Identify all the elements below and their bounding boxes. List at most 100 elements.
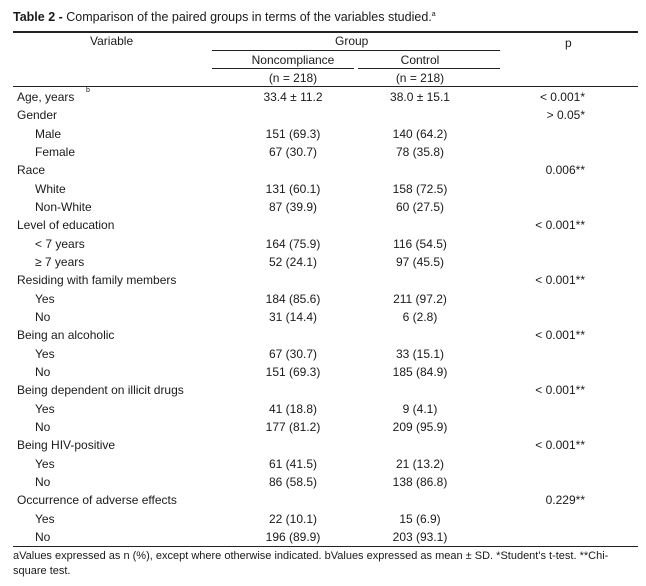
header-n-control: (n = 218) [395, 71, 445, 85]
row-label: Female [35, 144, 76, 159]
noncompliance-value: 22 (10.1) [268, 511, 318, 526]
bottom-rule [13, 546, 638, 547]
noncompliance-value: 67 (30.7) [268, 346, 318, 361]
control-value: 60 (27.5) [395, 199, 445, 214]
row-label: No [35, 474, 51, 489]
header-group: Group [335, 34, 369, 48]
p-value: < 0.001** [535, 328, 585, 343]
row-label: Being HIV-positive [17, 438, 116, 453]
table-row: Female 67 (30.7) 78 (35.8) [0, 145, 646, 163]
top-rule [13, 31, 638, 33]
p-value: 0.006** [545, 163, 585, 178]
table-row: Race 0.006** [0, 163, 646, 181]
row-label: Yes [35, 346, 55, 361]
noncompliance-rule [212, 68, 354, 69]
control-value: 185 (84.9) [392, 364, 448, 379]
control-value: 21 (13.2) [395, 456, 445, 471]
p-value: > 0.05* [546, 108, 585, 123]
control-value: 209 (95.9) [392, 419, 448, 434]
control-value: 15 (6.9) [399, 511, 441, 526]
table-row: Gender > 0.05* [0, 108, 646, 126]
row-label: Occurrence of adverse effects [17, 493, 177, 508]
table-row: Being dependent on illicit drugs < 0.001*… [0, 383, 646, 401]
p-value: 0.229** [545, 493, 585, 508]
row-label: No [35, 309, 51, 324]
table-row: Yes 41 (18.8) 9 (4.1) [0, 402, 646, 420]
noncompliance-value: 87 (39.9) [268, 199, 318, 214]
row-label: Yes [35, 401, 55, 416]
row-label-sup: b [86, 87, 90, 94]
noncompliance-value: 184 (85.6) [265, 291, 321, 306]
noncompliance-value: 177 (81.2) [265, 419, 321, 434]
table-row: White 131 (60.1) 158 (72.5) [0, 182, 646, 200]
noncompliance-value: 67 (30.7) [268, 144, 318, 159]
control-value: 138 (86.8) [392, 474, 448, 489]
row-label: No [35, 364, 51, 379]
table-row: Age, years 33.4 ± 11.2 38.0 ± 15.1 < 0.001*… [0, 87, 646, 108]
control-value: 158 (72.5) [392, 181, 448, 196]
header-p: p [565, 36, 572, 50]
row-label: Being dependent on illicit drugs [17, 383, 184, 398]
row-label: White [35, 181, 66, 196]
table-row: Residing with family members < 0.001** [0, 273, 646, 291]
table-row: Male 151 (69.3) 140 (64.2) [0, 127, 646, 145]
control-value: 116 (54.5) [393, 236, 447, 251]
row-label: < 7 years [35, 236, 85, 251]
control-rule [358, 68, 500, 69]
table-row: Being HIV-positive < 0.001** [0, 438, 646, 456]
row-label: Non-White [35, 199, 92, 214]
p-value: < 0.001** [535, 218, 585, 233]
table-row: < 7 years 164 (75.9) 116 (54.5) [0, 237, 646, 255]
table-row: Yes 61 (41.5) 21 (13.2) [0, 457, 646, 475]
table-caption: Comparison of the paired groups in terms… [66, 10, 432, 24]
p-value: < 0.001* [539, 90, 585, 104]
noncompliance-value: 41 (18.8) [268, 401, 318, 416]
noncompliance-value: 61 (41.5) [268, 456, 318, 471]
row-label: Yes [35, 456, 55, 471]
control-value: 38.0 ± 15.1 [390, 90, 450, 104]
control-value: 78 (35.8) [395, 144, 445, 159]
control-value: 6 (2.8) [402, 309, 438, 324]
table-row: Yes 22 (10.1) 15 (6.9) [0, 512, 646, 530]
group-rule [212, 50, 500, 51]
row-label: Being an alcoholic [17, 328, 115, 343]
row-label: Male [35, 126, 62, 141]
noncompliance-value: 86 (58.5) [268, 474, 318, 489]
noncompliance-value: 196 (89.9) [265, 529, 321, 544]
table-row: Occurrence of adverse effects 0.229** [0, 493, 646, 511]
p-value: < 0.001** [535, 383, 585, 398]
noncompliance-value: 164 (75.9) [265, 236, 321, 251]
noncompliance-value: 131 (60.1) [265, 181, 321, 196]
table-row: No 151 (69.3) 185 (84.9) [0, 365, 646, 383]
control-value: 211 (97.2) [393, 291, 447, 306]
row-label: Gender [17, 108, 58, 123]
table-row: No 177 (81.2) 209 (95.9) [0, 420, 646, 438]
row-label: ≥ 7 years [35, 254, 85, 269]
table-number: Table 2 - [13, 10, 63, 24]
table-row: Yes 184 (85.6) 211 (97.2) [0, 292, 646, 310]
row-label: Yes [35, 291, 55, 306]
noncompliance-value: 31 (14.4) [268, 309, 318, 324]
header-noncompliance: Noncompliance [251, 53, 335, 67]
row-label: No [35, 529, 51, 544]
control-value: 9 (4.1) [402, 401, 438, 416]
row-label: Level of education [17, 218, 115, 233]
table-title: Table 2 - Comparison of the paired group… [13, 10, 436, 24]
noncompliance-value: 33.4 ± 11.2 [263, 90, 323, 104]
table-row: Non-White 87 (39.9) 60 (27.5) [0, 200, 646, 218]
noncompliance-value: 52 (24.1) [268, 254, 318, 269]
header-control: Control [400, 53, 440, 67]
p-value: < 0.001** [535, 273, 585, 288]
header-variable: Variable [90, 34, 134, 48]
control-value: 203 (93.1) [392, 529, 448, 544]
footnote: aValues expressed as n (%), except where… [13, 550, 609, 577]
table-row: No 196 (89.9) 203 (93.1) [0, 530, 646, 548]
row-label: Yes [35, 511, 55, 526]
control-value: 97 (45.5) [395, 254, 445, 269]
table-row: Level of education < 0.001** [0, 218, 646, 236]
row-label: Residing with family members [17, 273, 177, 288]
table-row: No 86 (58.5) 138 (86.8) [0, 475, 646, 493]
table-row: ≥ 7 years 52 (24.1) 97 (45.5) [0, 255, 646, 273]
table-row: Yes 67 (30.7) 33 (15.1) [0, 347, 646, 365]
row-label: Race [17, 163, 46, 178]
